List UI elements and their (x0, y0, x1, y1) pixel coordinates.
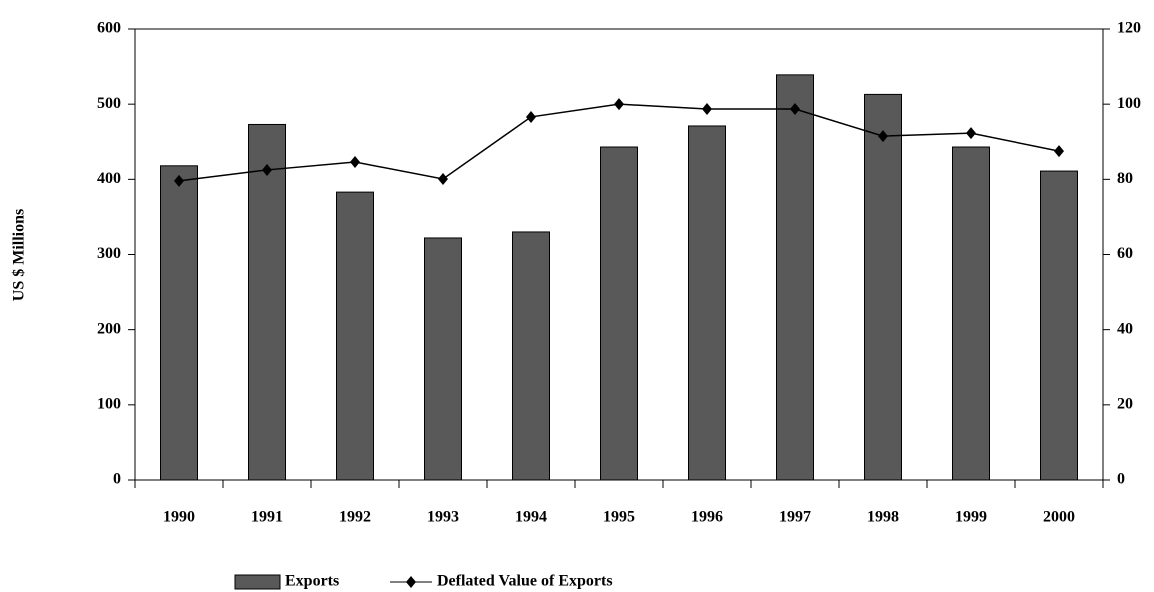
marker (790, 103, 800, 116)
y2-tick-label: 20 (1117, 396, 1133, 413)
bar (864, 93, 902, 481)
marker (350, 156, 360, 169)
bar (688, 125, 726, 481)
bar (1040, 170, 1078, 481)
x-tick-label: 1996 (691, 509, 723, 526)
x-tick-label: 1993 (427, 509, 459, 526)
marker (526, 110, 536, 123)
x-tick-label: 1992 (339, 509, 371, 526)
y-tick-label: 100 (97, 396, 121, 413)
y2-tick-label: 0 (1117, 471, 1125, 488)
y2-tick-label: 120 (1117, 20, 1141, 37)
y-tick-label: 300 (97, 245, 121, 262)
bar (952, 146, 990, 481)
bar (336, 191, 374, 481)
y-axis-label: US $ Millions (11, 209, 28, 301)
marker (1054, 145, 1064, 158)
bar (160, 165, 198, 481)
marker (262, 163, 272, 176)
y-tick-label: 200 (97, 320, 121, 337)
bar (424, 237, 462, 481)
marker (966, 127, 976, 140)
y2-tick-label: 40 (1117, 320, 1133, 337)
x-tick-label: 1999 (955, 509, 987, 526)
bar (776, 74, 814, 481)
y2-tick-label: 100 (1117, 95, 1141, 112)
x-tick-label: 1995 (603, 509, 635, 526)
marker (438, 172, 448, 185)
x-tick-label: 1994 (515, 509, 547, 526)
legend-label: Exports (285, 573, 339, 590)
y-tick-label: 500 (97, 95, 121, 112)
x-tick-label: 1997 (779, 509, 811, 526)
y2-tick-label: 60 (1117, 245, 1133, 262)
y-tick-label: 400 (97, 170, 121, 187)
legend-label: Deflated Value of Exports (437, 573, 613, 590)
x-tick-label: 2000 (1043, 509, 1075, 526)
x-tick-label: 1990 (163, 509, 195, 526)
bar (512, 231, 550, 481)
y2-tick-label: 80 (1117, 170, 1133, 187)
bar (248, 123, 286, 481)
marker (174, 174, 184, 187)
y-tick-label: 600 (97, 20, 121, 37)
legend-swatch (234, 574, 281, 590)
marker (702, 103, 712, 116)
bar (600, 146, 638, 481)
x-tick-label: 1991 (251, 509, 283, 526)
marker (878, 130, 888, 143)
legend-marker (406, 576, 416, 588)
x-tick-label: 1998 (867, 509, 899, 526)
marker (614, 98, 624, 111)
y-tick-label: 0 (113, 471, 121, 488)
